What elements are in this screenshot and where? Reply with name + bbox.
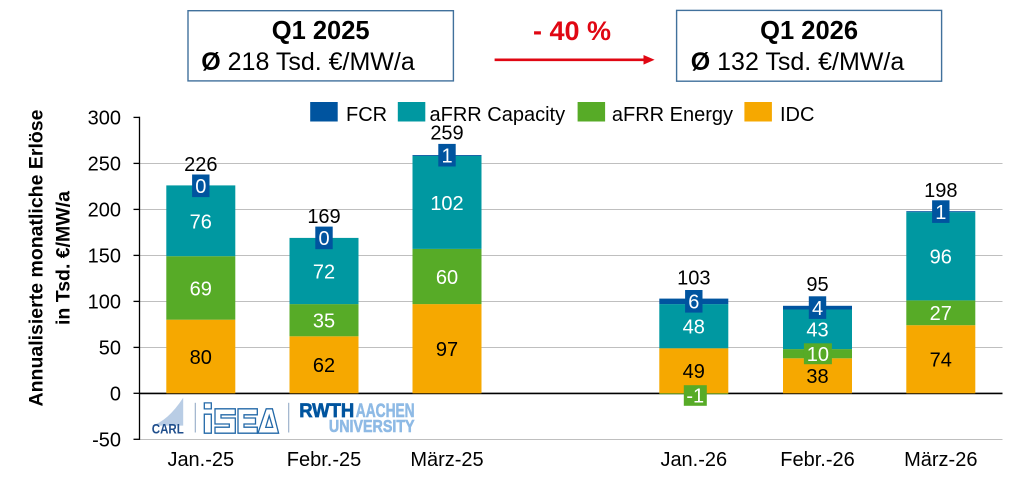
svg-text:43: 43	[806, 320, 828, 342]
svg-text:200: 200	[88, 200, 121, 222]
svg-text:März-26: März-26	[904, 449, 977, 471]
svg-text:Jan.-25: Jan.-25	[167, 449, 234, 471]
svg-text:95: 95	[806, 274, 828, 296]
svg-text:97: 97	[436, 339, 458, 361]
svg-text:1: 1	[935, 202, 946, 224]
svg-text:150: 150	[88, 246, 121, 268]
svg-text:49: 49	[683, 361, 705, 383]
svg-text:103: 103	[677, 267, 710, 289]
svg-text:80: 80	[190, 347, 212, 369]
svg-text:Jan.-26: Jan.-26	[660, 449, 727, 471]
svg-text:69: 69	[190, 278, 212, 300]
svg-text:Ø 132 Tsd. €/MW/a: Ø 132 Tsd. €/MW/a	[691, 48, 905, 76]
svg-text:in Tsd. €/MW/a: in Tsd. €/MW/a	[52, 191, 74, 325]
svg-text:72: 72	[313, 261, 335, 283]
svg-text:100: 100	[88, 292, 121, 314]
svg-text:März-25: März-25	[410, 449, 483, 471]
svg-text:aFRR Capacity: aFRR Capacity	[430, 104, 566, 126]
svg-text:Febr.-26: Febr.-26	[780, 449, 854, 471]
svg-text:aFRR Energy: aFRR Energy	[612, 104, 733, 126]
svg-text:10: 10	[807, 344, 829, 366]
svg-text:50: 50	[99, 338, 121, 360]
svg-text:0: 0	[110, 384, 121, 406]
svg-text:62: 62	[313, 355, 335, 377]
svg-text:300: 300	[88, 108, 121, 130]
svg-text:Febr.-25: Febr.-25	[287, 449, 361, 471]
svg-text:6: 6	[688, 292, 699, 314]
svg-text:38: 38	[806, 366, 828, 388]
svg-text:Annualisierte monatliche Erlös: Annualisierte monatliche Erlöse	[26, 109, 48, 406]
svg-text:CARL: CARL	[152, 421, 184, 437]
svg-text:0: 0	[195, 176, 206, 198]
svg-text:UNIVERSITY: UNIVERSITY	[329, 416, 415, 436]
svg-text:226: 226	[184, 154, 217, 176]
svg-text:35: 35	[313, 311, 335, 333]
svg-text:27: 27	[930, 303, 952, 325]
svg-text:4: 4	[812, 298, 823, 320]
svg-text:169: 169	[307, 206, 340, 228]
svg-text:259: 259	[430, 123, 463, 145]
svg-text:76: 76	[190, 212, 212, 234]
svg-text:RWTH: RWTH	[299, 400, 354, 422]
svg-text:60: 60	[436, 267, 458, 289]
svg-text:102: 102	[430, 193, 463, 215]
svg-text:74: 74	[930, 350, 952, 372]
svg-text:198: 198	[924, 180, 957, 202]
svg-text:Q1 2026: Q1 2026	[760, 17, 858, 45]
svg-text:0: 0	[318, 228, 329, 250]
svg-text:-50: -50	[92, 430, 121, 452]
svg-text:AACHEN: AACHEN	[356, 400, 415, 422]
svg-text:Ø 218 Tsd. €/MW/a: Ø 218 Tsd. €/MW/a	[201, 48, 415, 76]
svg-text:48: 48	[683, 316, 705, 338]
svg-text:-1: -1	[686, 386, 704, 408]
svg-text:Q1 2025: Q1 2025	[272, 17, 370, 45]
svg-text:- 40 %: - 40 %	[533, 16, 611, 46]
svg-text:IDC: IDC	[780, 104, 814, 126]
svg-text:1: 1	[441, 146, 452, 168]
svg-text:250: 250	[88, 154, 121, 176]
svg-text:FCR: FCR	[346, 104, 387, 126]
svg-text:96: 96	[930, 247, 952, 269]
